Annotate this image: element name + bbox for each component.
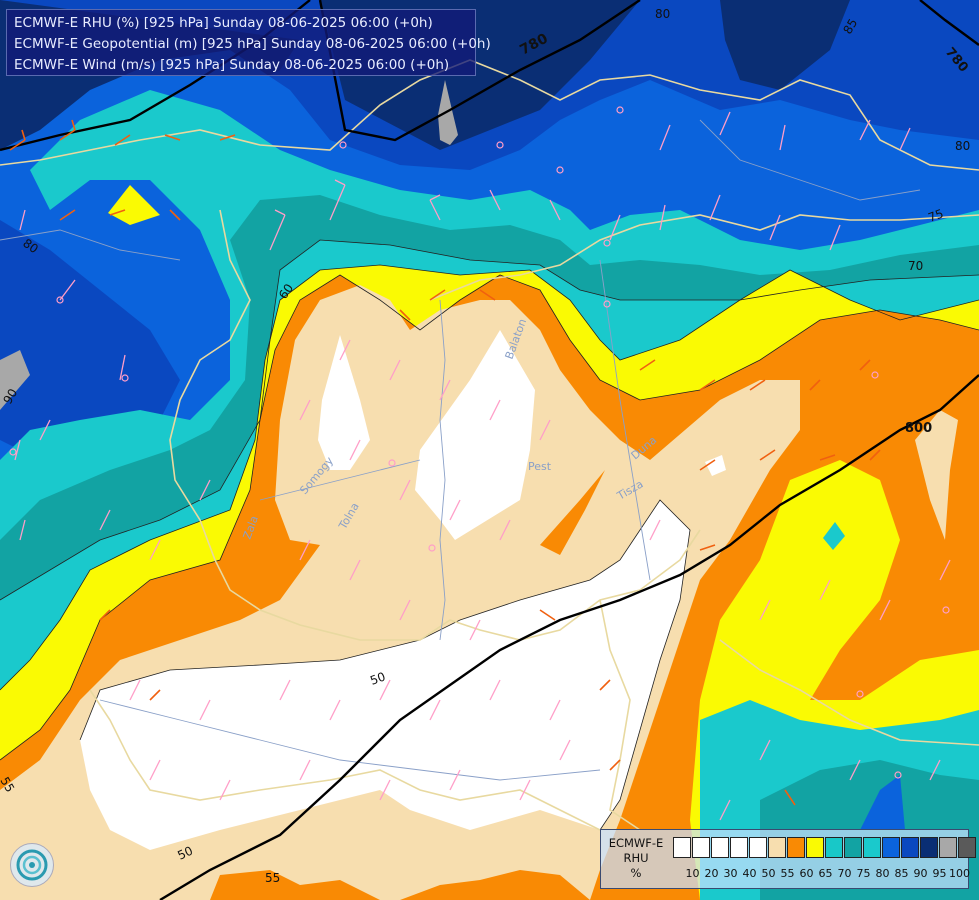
rhu-band-100-n bbox=[438, 80, 458, 145]
legend-swatch bbox=[749, 837, 767, 858]
color-legend: ECMWF-E RHU % 10 20 30 40 50 55 60 65 70 75 80 85 90… bbox=[600, 829, 976, 889]
title-rhu: ECMWF-E RHU (%) [925 hPa] Sunday 08-06-2… bbox=[14, 15, 433, 31]
country-borders bbox=[0, 59, 979, 831]
legend-swatch bbox=[863, 837, 881, 858]
legend-tick: 85 bbox=[894, 867, 909, 880]
legend-tick: 100 bbox=[949, 867, 970, 880]
place-label: Pest bbox=[528, 460, 552, 473]
rhu-contours bbox=[0, 239, 979, 831]
contour-label: 800 bbox=[905, 421, 932, 436]
title-wind: ECMWF-E Wind (m/s) [925 hPa] Sunday 08-0… bbox=[14, 57, 450, 73]
legend-swatch bbox=[882, 837, 900, 858]
rhu-band-100-w bbox=[0, 350, 30, 410]
rhu-band-50-b bbox=[415, 330, 535, 540]
legend-tick: 60 bbox=[799, 867, 814, 880]
legend-tick: 75 bbox=[856, 867, 871, 880]
legend-swatch bbox=[901, 837, 919, 858]
legend-swatch bbox=[920, 837, 938, 858]
contour-label: 75 bbox=[926, 206, 945, 224]
map-title-box: ECMWF-E RHU (%) [925 hPa] Sunday 08-06-2… bbox=[6, 9, 491, 76]
legend-tick: 80 bbox=[875, 867, 890, 880]
legend-swatch bbox=[806, 837, 824, 858]
contour-label: 55 bbox=[265, 871, 280, 885]
rhu-band-80-dot bbox=[823, 522, 845, 550]
legend-swatch bbox=[787, 837, 805, 858]
legend-tick: 95 bbox=[932, 867, 947, 880]
legend-tick: 20 bbox=[704, 867, 719, 880]
legend-variable: RHU bbox=[623, 851, 649, 865]
contour-label: 90 bbox=[0, 386, 20, 406]
wind-barbs bbox=[14, 111, 951, 821]
rhu-band-50-c bbox=[705, 455, 726, 476]
rhu-band-85b bbox=[0, 220, 180, 460]
rhu-band-65-nw bbox=[108, 185, 160, 225]
rhu-band-55-east bbox=[915, 410, 958, 540]
rivers bbox=[0, 119, 921, 781]
legend-tick: 55 bbox=[780, 867, 795, 880]
legend-tick: 65 bbox=[818, 867, 833, 880]
rhu-band-90c bbox=[720, 0, 850, 90]
rhu-band-50-a bbox=[318, 335, 370, 470]
ecmwf-logo-icon bbox=[10, 843, 54, 887]
contour-label: 80 bbox=[655, 7, 670, 21]
rhu-band-60-south bbox=[210, 870, 380, 900]
legend-tick: 70 bbox=[837, 867, 852, 880]
legend-swatch bbox=[711, 837, 729, 858]
legend-swatch bbox=[730, 837, 748, 858]
legend-swatch bbox=[692, 837, 710, 858]
contour-label: 50 bbox=[175, 844, 195, 863]
title-geopotential: ECMWF-E Geopotential (m) [925 hPa] Sunda… bbox=[14, 36, 491, 52]
wind-barbs-strong bbox=[9, 119, 881, 806]
contour-label: 70 bbox=[908, 259, 923, 273]
legend-tick: 30 bbox=[723, 867, 738, 880]
legend-swatch bbox=[673, 837, 691, 858]
contour-label: 85 bbox=[840, 16, 860, 36]
rhu-band-85-se bbox=[860, 775, 905, 830]
rhu-band-60-south2 bbox=[400, 870, 590, 900]
legend-tick: 10 bbox=[685, 867, 700, 880]
rhu-band-60-spike bbox=[540, 470, 605, 555]
contour-label: 50 bbox=[368, 669, 387, 687]
legend-swatch bbox=[825, 837, 843, 858]
calm-circles bbox=[9, 106, 950, 779]
contour-label: 55 bbox=[0, 775, 17, 795]
contour-label: 80 bbox=[955, 139, 970, 153]
legend-ticks: 10 20 30 40 50 55 60 65 70 75 80 85 90 95 100 bbox=[683, 867, 971, 880]
legend-swatch bbox=[768, 837, 786, 858]
legend-swatch bbox=[958, 837, 976, 858]
legend-swatch bbox=[939, 837, 957, 858]
legend-model: ECMWF-E bbox=[608, 836, 664, 850]
rhu-band-50-south bbox=[80, 500, 690, 850]
legend-tick: 50 bbox=[761, 867, 776, 880]
legend-swatches bbox=[673, 837, 977, 858]
legend-title: ECMWF-E RHU % bbox=[603, 836, 669, 881]
legend-swatch bbox=[844, 837, 862, 858]
legend-tick: 90 bbox=[913, 867, 928, 880]
legend-tick: 40 bbox=[742, 867, 757, 880]
legend-unit: % bbox=[630, 866, 642, 880]
